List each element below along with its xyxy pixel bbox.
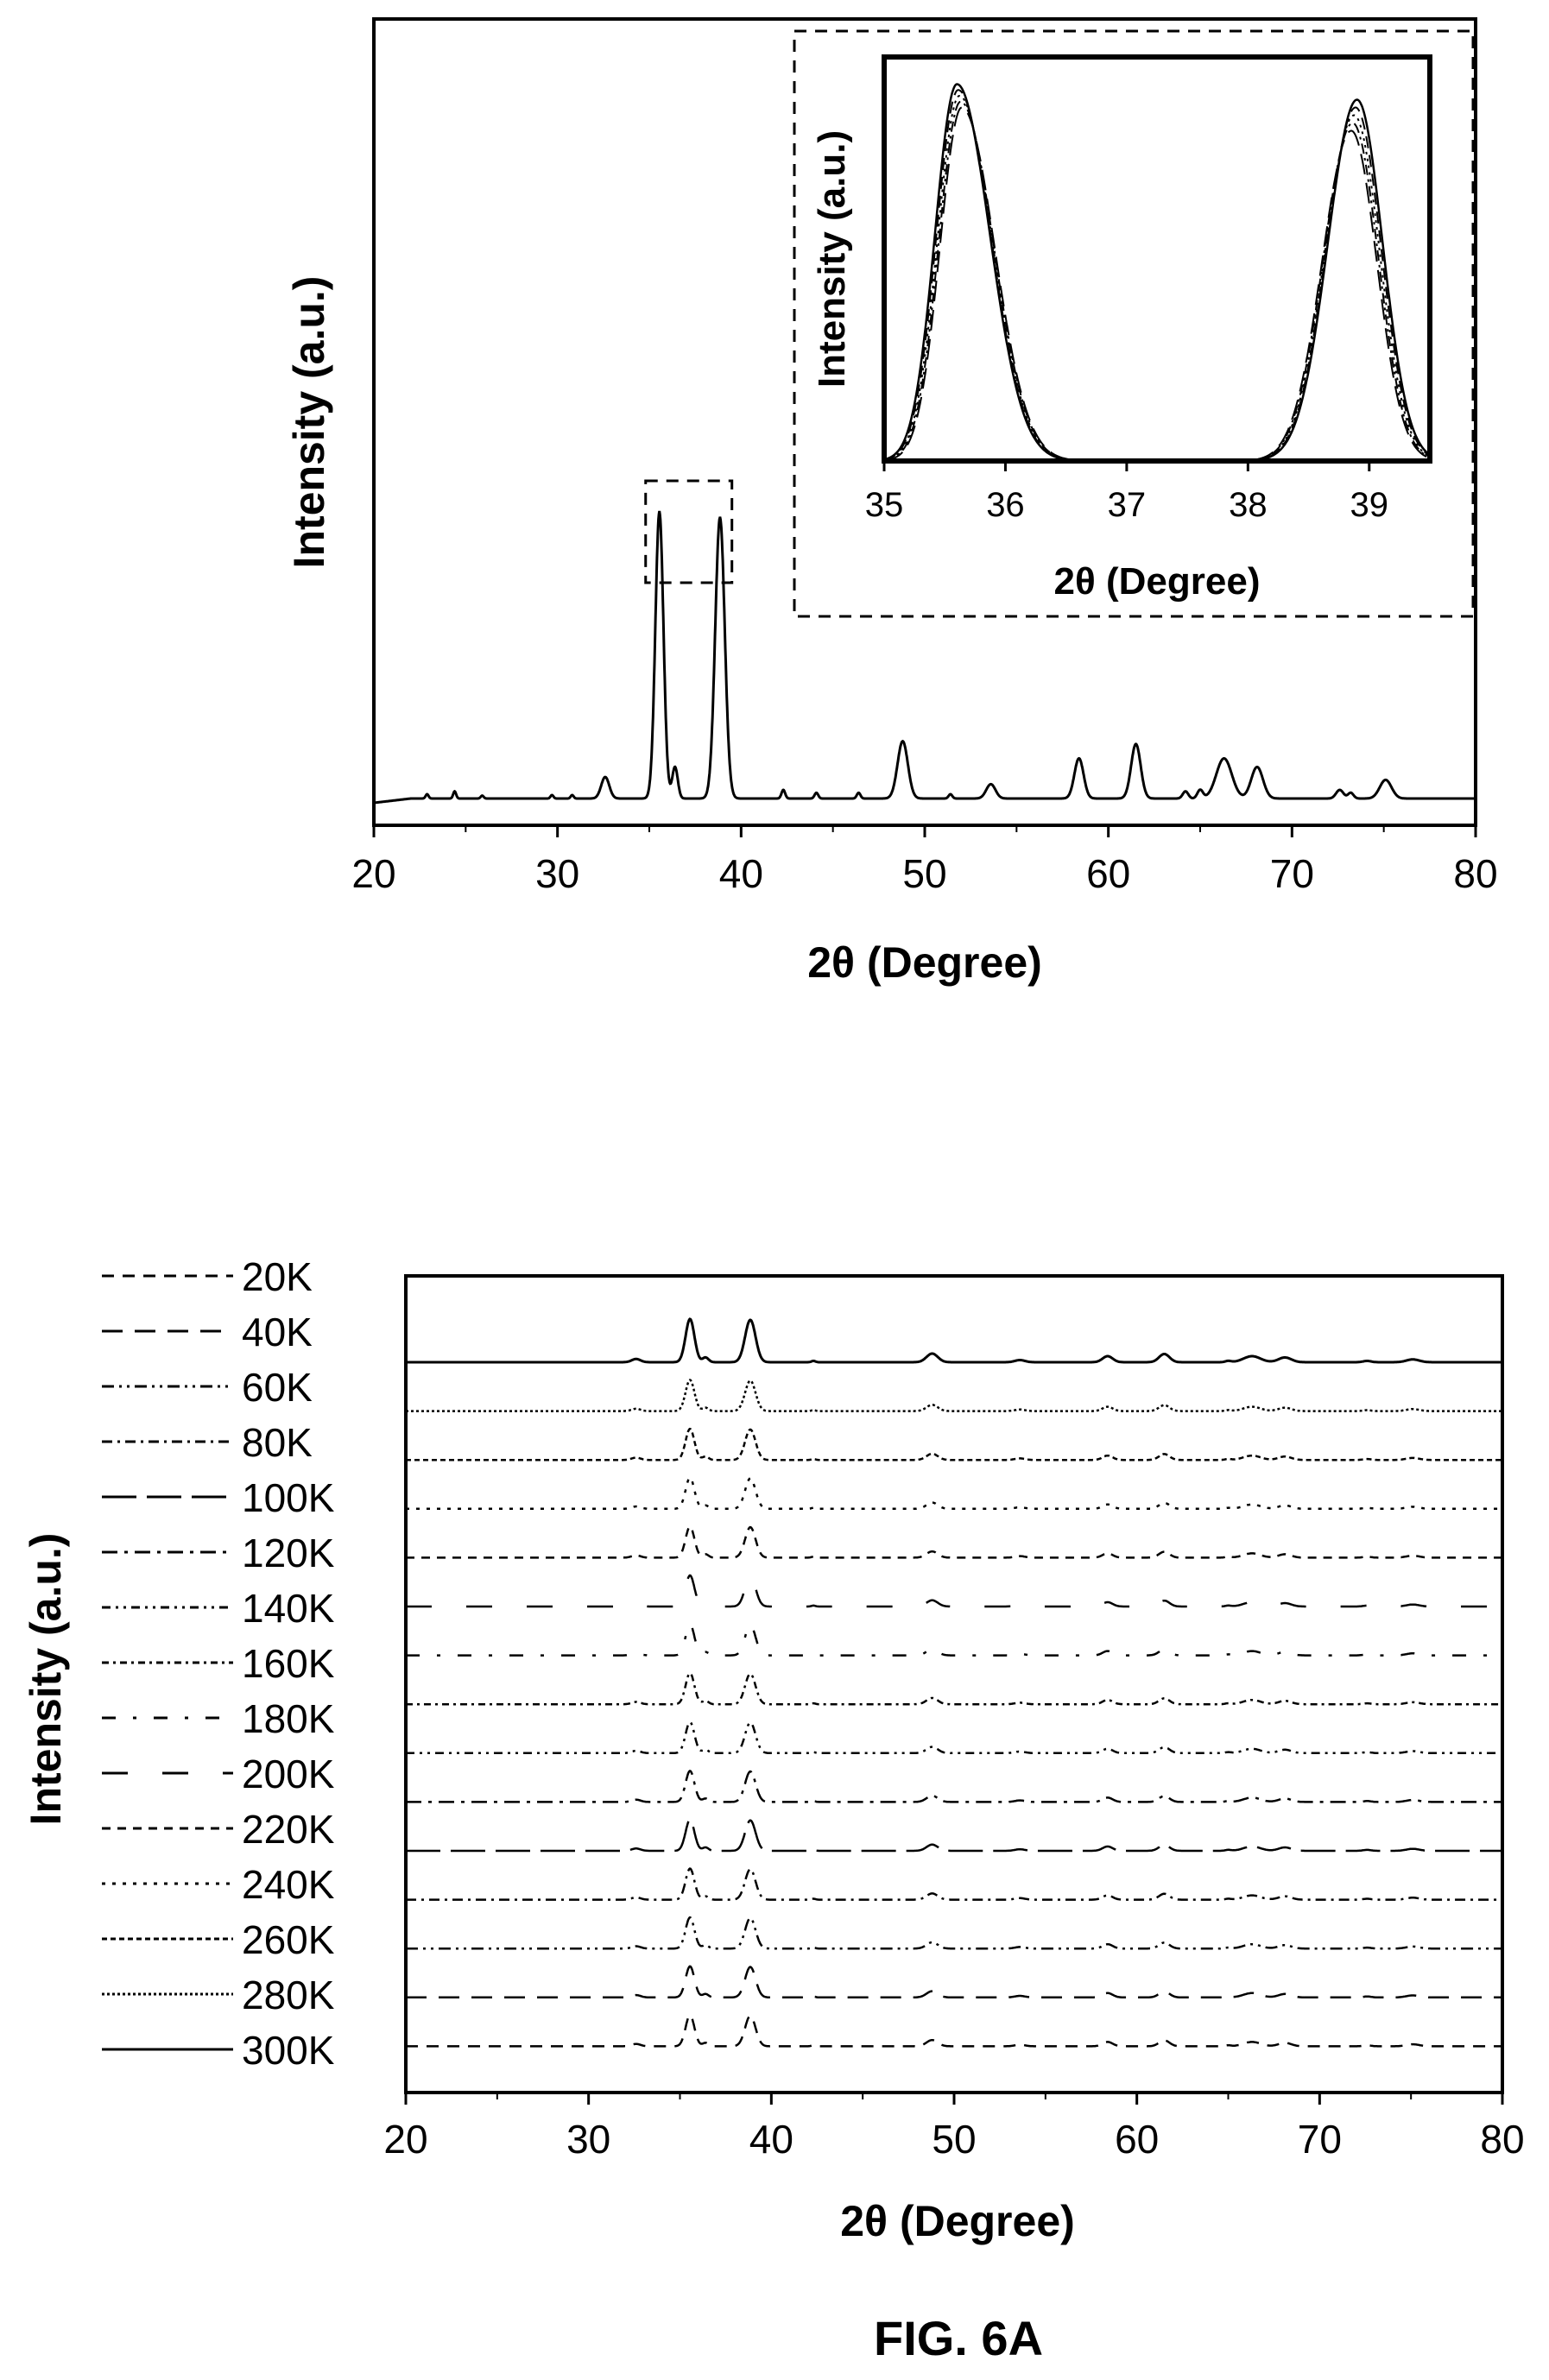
bottom-curve-40K	[406, 1965, 1502, 1999]
bottom-x-tick-label: 20	[383, 2117, 427, 2162]
legend-label: 140K	[242, 1586, 335, 1631]
bottom-x-label: 2θ (Degree)	[840, 2197, 1075, 2245]
figure-caption: FIG. 6A	[874, 2311, 1043, 2365]
bottom-curve-120K	[406, 1770, 1502, 1803]
legend-label: 20K	[242, 1254, 313, 1299]
bottom-x-tick-label: 40	[749, 2117, 793, 2162]
legend-label: 300K	[242, 2028, 335, 2073]
bottom-curve-160K	[406, 1671, 1502, 1706]
inset-curve-solid	[884, 83, 1430, 461]
top-x-tick-label: 50	[902, 851, 946, 896]
legend-label: 240K	[242, 1862, 335, 1907]
bottom-curve-60K	[406, 1916, 1502, 1950]
legend-entry-40K: 40K	[102, 1310, 313, 1354]
legend-label: 280K	[242, 1973, 335, 2017]
bottom-curve-280K	[406, 1379, 1502, 1412]
legend-entry-120K: 120K	[102, 1531, 335, 1575]
legend-label: 220K	[242, 1807, 335, 1852]
bottom-curves	[406, 1317, 1502, 2048]
legend-entry-60K: 60K	[102, 1365, 313, 1410]
bottom-curve-100K	[406, 1818, 1502, 1853]
bottom-chart: 20 30 40 50 60 70 80 2θ (Degree) Intensity (a.…	[22, 1254, 1525, 2245]
legend-label: 260K	[242, 1917, 335, 1962]
legend-label: 200K	[242, 1752, 335, 1796]
bottom-x-tick-label: 60	[1115, 2117, 1159, 2162]
legend-label: 80K	[242, 1420, 313, 1465]
inset-chart: 35 36 37 38 39 2θ (Degree) Intensity (a.u.)	[793, 29, 1475, 618]
bottom-curve-220K	[406, 1525, 1502, 1559]
inset-x-tick-label: 36	[986, 486, 1025, 524]
inset-x-tick-label: 39	[1350, 486, 1389, 524]
legend-entry-300K: 300K	[102, 2028, 335, 2073]
legend-label: 100K	[242, 1475, 335, 1520]
top-x-tick-label: 40	[719, 851, 763, 896]
bottom-curve-140K	[406, 1720, 1502, 1755]
legend-entry-180K: 180K	[102, 1696, 335, 1741]
bottom-curve-300K	[406, 1317, 1502, 1364]
zoom-region-box	[644, 479, 734, 584]
top-xrd-curve	[374, 510, 1476, 805]
top-x-tick-label: 80	[1453, 851, 1497, 896]
bottom-y-label: Intensity (a.u.)	[22, 1533, 70, 1826]
legend: 20K 40K 60K 80K 100K 120K 140K 160K 180K 200K 220K…	[102, 1254, 335, 2073]
legend-entry-280K: 280K	[102, 1973, 335, 2017]
inset-outer-dashed-box	[793, 29, 1475, 618]
legend-label: 120K	[242, 1531, 335, 1575]
legend-entry-80K: 80K	[102, 1420, 313, 1465]
top-x-tick-label: 20	[351, 851, 395, 896]
legend-entry-160K: 160K	[102, 1641, 335, 1686]
bottom-x-tick-label: 80	[1480, 2117, 1524, 2162]
legend-entry-240K: 240K	[102, 1862, 335, 1907]
legend-label: 180K	[242, 1696, 335, 1741]
inset-curves	[884, 83, 1430, 461]
bottom-curve-80K	[406, 1867, 1502, 1901]
legend-label: 160K	[242, 1641, 335, 1686]
bottom-curve-20K	[406, 2014, 1502, 2048]
legend-entry-220K: 220K	[102, 1807, 335, 1852]
bottom-curve-260K	[406, 1427, 1502, 1461]
inset-x-tick-label: 37	[1108, 486, 1147, 524]
top-plot-frame	[372, 17, 1477, 827]
top-x-tick-label: 60	[1086, 851, 1130, 896]
bottom-curve-180K	[406, 1623, 1502, 1657]
inset-curve-dashed	[884, 89, 1430, 461]
bottom-x-tick-label: 30	[566, 2117, 610, 2162]
inset-x-label: 2θ (Degree)	[1054, 560, 1261, 603]
bottom-x-tick-label: 50	[932, 2117, 976, 2162]
inset-x-tick-label: 38	[1229, 486, 1268, 524]
inset-y-label: Intensity (a.u.)	[811, 130, 853, 388]
legend-entry-200K: 200K	[102, 1752, 335, 1796]
inset-curve-dashdot	[884, 100, 1430, 461]
bottom-x-tick-label: 70	[1298, 2117, 1342, 2162]
top-x-tick-label: 70	[1270, 851, 1314, 896]
bottom-x-ticks: 20 30 40 50 60 70 80	[383, 2093, 1525, 2162]
legend-label: 40K	[242, 1310, 313, 1354]
inset-curve-dotted	[884, 94, 1430, 461]
inset-curve-longdash	[884, 106, 1430, 461]
legend-entry-20K: 20K	[102, 1254, 313, 1299]
top-chart: 20 30 40 50 60 70 80 2θ (Degree) Intensity (a.…	[285, 17, 1498, 987]
legend-label: 60K	[242, 1365, 313, 1410]
bottom-curve-200K	[406, 1574, 1502, 1608]
inset-x-tick-label: 35	[865, 486, 904, 524]
top-x-ticks: 20 30 40 50 60 70 80	[351, 825, 1498, 896]
inset-x-ticks: 35 36 37 38 39	[865, 461, 1388, 524]
legend-entry-140K: 140K	[102, 1586, 335, 1631]
legend-entry-100K: 100K	[102, 1475, 335, 1520]
bottom-curve-240K	[406, 1476, 1502, 1511]
bottom-plot-frame	[404, 1274, 1504, 2094]
top-x-label: 2θ (Degree)	[807, 938, 1042, 987]
top-x-tick-label: 30	[535, 851, 579, 896]
top-y-label: Intensity (a.u.)	[285, 276, 333, 569]
legend-entry-260K: 260K	[102, 1917, 335, 1962]
